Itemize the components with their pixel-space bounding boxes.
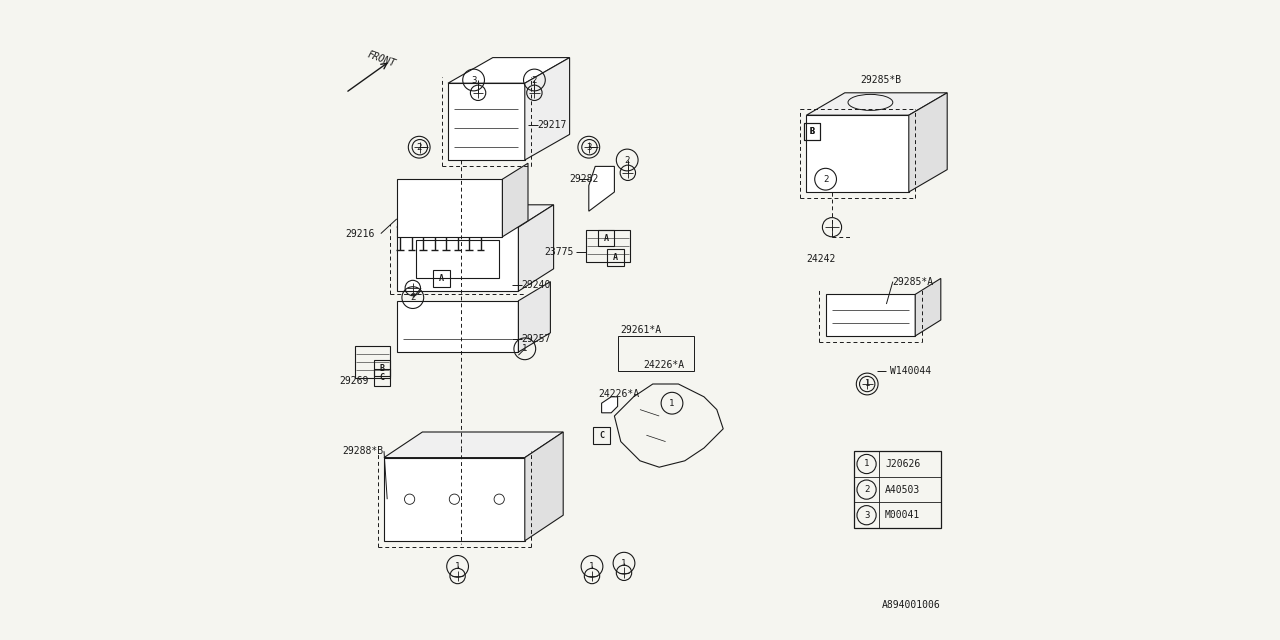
Text: 1: 1: [669, 399, 675, 408]
Bar: [598, 230, 614, 246]
Polygon shape: [397, 227, 518, 291]
Text: W140044: W140044: [890, 366, 931, 376]
Text: 29285*B: 29285*B: [860, 75, 902, 85]
Text: 2: 2: [864, 485, 869, 494]
Bar: [374, 369, 390, 386]
Text: 29269: 29269: [339, 376, 369, 386]
Text: C: C: [380, 373, 384, 382]
Bar: [608, 249, 625, 266]
Text: 29216: 29216: [346, 228, 375, 239]
Text: 3: 3: [864, 511, 869, 520]
Text: 3: 3: [586, 143, 591, 152]
Text: 29240: 29240: [522, 280, 550, 290]
Text: B: B: [810, 127, 814, 136]
Text: 2: 2: [823, 175, 828, 184]
Text: A894001006: A894001006: [882, 600, 941, 610]
Text: 29288*B: 29288*B: [343, 446, 384, 456]
Polygon shape: [826, 294, 915, 336]
Polygon shape: [525, 58, 570, 160]
Text: M00041: M00041: [886, 510, 920, 520]
Polygon shape: [518, 282, 550, 352]
Polygon shape: [518, 205, 554, 291]
Polygon shape: [915, 278, 941, 336]
Bar: [374, 360, 390, 376]
Text: 1: 1: [522, 344, 527, 353]
Polygon shape: [384, 432, 563, 458]
Text: 3: 3: [471, 76, 476, 84]
Text: 29282: 29282: [570, 174, 599, 184]
Text: 2: 2: [416, 143, 422, 152]
Text: 1: 1: [589, 562, 595, 571]
Text: 2: 2: [410, 293, 416, 302]
Polygon shape: [909, 93, 947, 192]
Polygon shape: [589, 166, 614, 211]
Text: A40503: A40503: [886, 484, 920, 495]
Polygon shape: [448, 83, 525, 160]
Polygon shape: [397, 179, 503, 237]
Polygon shape: [384, 458, 525, 541]
Polygon shape: [397, 205, 554, 227]
Text: FRONT: FRONT: [366, 50, 397, 69]
Polygon shape: [503, 163, 529, 237]
Bar: [594, 427, 609, 444]
Text: 24226*A: 24226*A: [644, 360, 685, 370]
Polygon shape: [397, 301, 518, 352]
Text: B: B: [380, 364, 384, 372]
Polygon shape: [806, 115, 909, 192]
Text: 1: 1: [864, 380, 870, 388]
Text: C: C: [599, 431, 604, 440]
Text: 24226*A: 24226*A: [599, 388, 640, 399]
Text: 1: 1: [454, 562, 461, 571]
Text: A: A: [439, 274, 444, 283]
Bar: [618, 336, 694, 371]
Bar: [804, 123, 820, 140]
Text: B: B: [810, 127, 814, 136]
Polygon shape: [602, 397, 618, 413]
Text: 1: 1: [864, 460, 869, 468]
Text: A: A: [604, 234, 608, 243]
Text: A: A: [613, 253, 618, 262]
Text: 23775: 23775: [544, 246, 573, 257]
Text: 2: 2: [531, 76, 538, 84]
Polygon shape: [806, 93, 947, 115]
Text: 24242: 24242: [806, 254, 836, 264]
Polygon shape: [525, 432, 563, 541]
Text: 29285*A: 29285*A: [893, 276, 934, 287]
Bar: [804, 123, 820, 140]
Text: 2: 2: [625, 156, 630, 164]
Polygon shape: [448, 58, 570, 83]
Text: 29217: 29217: [538, 120, 567, 130]
Bar: [433, 270, 451, 287]
Text: 1: 1: [621, 559, 627, 568]
Text: J20626: J20626: [886, 459, 920, 469]
Text: 29261*A: 29261*A: [621, 324, 662, 335]
Text: 29257: 29257: [522, 334, 550, 344]
